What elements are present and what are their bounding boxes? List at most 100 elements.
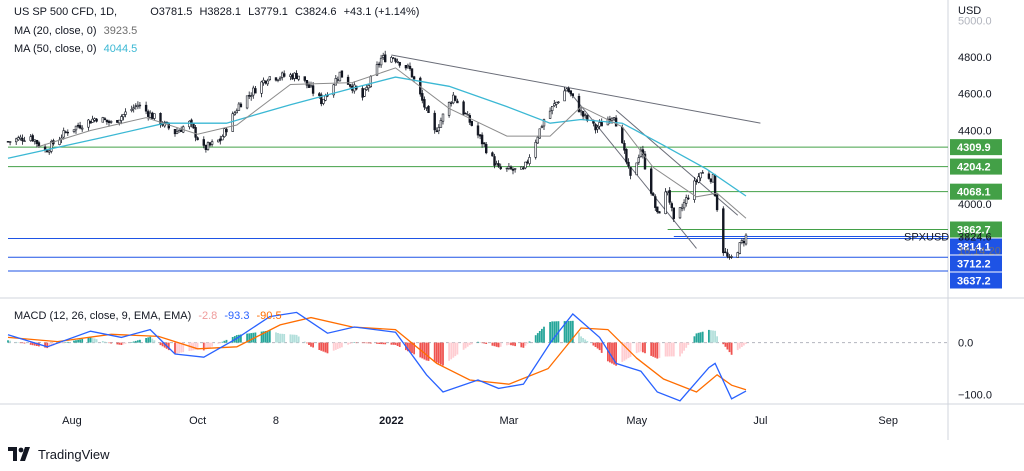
candle-body (511, 169, 515, 171)
macd-histogram-bar (668, 342, 671, 357)
macd-histogram-bar (266, 330, 269, 343)
macd-histogram-bar (79, 339, 81, 343)
macd-histogram-bar (194, 342, 197, 350)
macd-histogram-bar (252, 332, 255, 343)
candle-body (522, 167, 525, 170)
candle-body (594, 124, 597, 131)
macd-histogram-bar (15, 341, 18, 343)
macd-histogram-bar (440, 342, 442, 365)
macd-histogram-bar (223, 340, 226, 343)
candle-body (103, 118, 107, 120)
candle-body (654, 196, 657, 208)
macd-y-tick-label: 0.0 (958, 338, 973, 350)
candle-body (406, 64, 410, 68)
macd-histogram-bar (29, 342, 32, 345)
macd-histogram-bar (104, 341, 106, 343)
candle-body (379, 57, 383, 66)
macd-histogram-bar (281, 333, 284, 343)
macd-histogram-bar (491, 342, 494, 346)
macd-histogram-bar (582, 338, 584, 343)
candle-body (682, 202, 686, 209)
candle-body (437, 127, 440, 132)
candle-body (668, 190, 671, 203)
macd-label: MACD (12, 26, close, 9, EMA, EMA) (14, 310, 192, 322)
candle-body (322, 99, 325, 104)
candle-body (35, 140, 39, 145)
macd-histogram-bar (295, 334, 298, 343)
macd-histogram-bar (268, 330, 271, 343)
candle-body (736, 252, 739, 258)
macd-histogram-bar (425, 342, 428, 361)
macd-histogram-bar (122, 342, 125, 345)
candle-body (369, 76, 372, 88)
candle-body (499, 166, 502, 170)
candle-body (233, 112, 236, 115)
candle-body (33, 139, 37, 142)
candle-body (175, 131, 179, 134)
candle-body (93, 118, 96, 121)
candle-body (223, 128, 226, 137)
macd-histogram-bar (341, 342, 343, 348)
macd-histogram-bar (392, 342, 395, 345)
macd-histogram-bar (174, 342, 176, 354)
macd-histogram-bar (291, 334, 294, 343)
legend-ma50-row: MA (50, close, 0) 4044.5 (14, 43, 137, 55)
candle-body (338, 71, 342, 82)
candle-body (159, 113, 162, 126)
macd-histogram-bar (724, 342, 727, 347)
macd-histogram-bar (448, 342, 450, 361)
candle-body (101, 117, 105, 123)
candle-body (377, 63, 381, 66)
macd-histogram-bar (151, 338, 154, 343)
macd-histogram-bar (427, 342, 430, 361)
candle-body (454, 95, 457, 101)
macd-histogram-bar (33, 342, 36, 346)
candle-body (66, 131, 70, 134)
macd-histogram-bar (541, 328, 543, 343)
macd-histogram-bar (497, 342, 500, 348)
tradingview-brand[interactable]: TradingView (8, 444, 110, 464)
candle-body (635, 162, 638, 176)
macd-histogram-bar (7, 340, 9, 343)
macd-histogram-bar (217, 342, 220, 344)
macd-histogram-bar (468, 342, 471, 346)
candle-body (742, 241, 746, 244)
macd-histogram-bar (87, 337, 90, 343)
candle-body (144, 104, 148, 112)
candle-body (72, 129, 76, 132)
macd-histogram-bar (283, 334, 286, 343)
candle-body (252, 87, 255, 96)
macd-histogram-bar (336, 342, 339, 349)
macd-histogram-bar (716, 336, 718, 343)
candle-body (730, 256, 733, 258)
macd-histogram-bar (565, 321, 568, 343)
macd-histogram-bar (353, 342, 356, 343)
macd-histogram-bar (376, 342, 378, 344)
candle-body (695, 180, 698, 182)
candle-body (293, 72, 296, 79)
ohlc-high: H3828.1 (199, 6, 242, 18)
candle-body (291, 74, 294, 80)
candle-body (548, 110, 552, 119)
macd-histogram-bar (320, 342, 323, 351)
candle-body (466, 114, 469, 116)
macd-histogram-bar (390, 342, 393, 345)
ma20-line (36, 67, 747, 219)
macd-histogram-bar (607, 342, 609, 362)
macd-histogram-bar (209, 342, 211, 348)
candle-body (268, 76, 271, 80)
candle-body (520, 166, 523, 170)
candle-body (208, 142, 212, 146)
ohlc-open: O3781.5 (150, 6, 193, 18)
level-price-label: 4204.2 (957, 162, 991, 174)
candle-body (307, 84, 311, 88)
candle-body (19, 136, 22, 139)
macd-histogram-bar (598, 342, 601, 351)
macd-histogram-bar (132, 341, 135, 343)
candle-body (107, 120, 111, 123)
candle-body (89, 120, 92, 124)
candle-body (563, 90, 566, 102)
macd-histogram-bar (145, 338, 147, 343)
candle-body (173, 129, 177, 135)
